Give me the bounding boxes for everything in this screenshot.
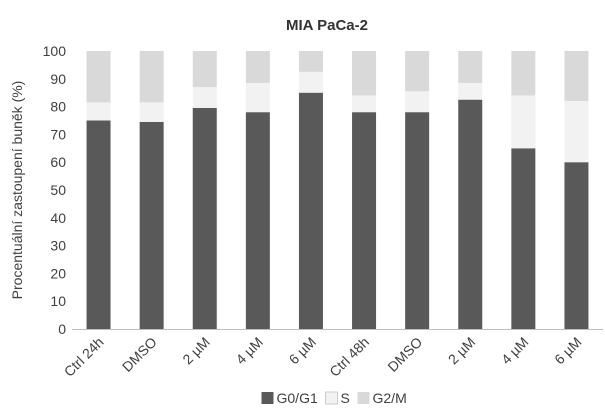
bar-segment-g2-m xyxy=(298,51,323,72)
bar-segment-g2-m xyxy=(192,51,217,88)
y-axis-label: Procentuální zastoupení buněk (%) xyxy=(9,81,25,300)
x-tick-label: Ctrl 48h xyxy=(326,334,372,380)
bar-segment-s xyxy=(298,71,323,93)
x-tick-label: 4 µM xyxy=(232,334,266,368)
legend-label: G0/G1 xyxy=(277,390,318,406)
bars xyxy=(86,51,589,330)
y-tick-label: 60 xyxy=(50,154,66,170)
bar-segment-g2-m xyxy=(405,51,430,92)
bar-segment-s xyxy=(564,101,589,163)
bar-segment-s xyxy=(86,102,111,121)
y-tick-label: 0 xyxy=(58,321,66,337)
bar-segment-g2-m xyxy=(86,51,111,103)
x-tick-label: Ctrl 24h xyxy=(61,334,107,380)
bar-segment-g0-g1 xyxy=(139,121,164,329)
x-tick-label: 6 µM xyxy=(286,334,320,368)
legend: G0/G1 S G2/M xyxy=(261,390,407,406)
x-tick-label: 6 µM xyxy=(551,334,585,368)
bar-segment-g2-m xyxy=(139,51,164,103)
x-tick-label: 4 µM xyxy=(498,334,532,368)
y-tick-label: 10 xyxy=(50,293,66,309)
bar-segment-s xyxy=(405,91,430,113)
bar-segment-s xyxy=(139,102,164,122)
y-tick-label: 50 xyxy=(50,182,66,198)
x-tick-label: 2 µM xyxy=(445,334,479,368)
bar-segment-g0-g1 xyxy=(458,99,483,330)
y-axis-ticks: 0 10 20 30 40 50 60 70 80 90 100 xyxy=(43,43,67,337)
y-tick-label: 90 xyxy=(50,71,66,87)
y-tick-label: 30 xyxy=(50,238,66,254)
legend-swatch xyxy=(357,392,370,404)
legend-swatch xyxy=(261,392,274,404)
bar-segment-g2-m xyxy=(458,51,483,83)
legend-swatch xyxy=(325,391,338,405)
bar-segment-g2-m xyxy=(245,51,270,83)
bar-segment-g0-g1 xyxy=(405,112,430,329)
bar-segment-g2-m xyxy=(352,51,377,96)
bar-segment-s xyxy=(192,87,217,108)
bar-segment-g2-m xyxy=(564,51,589,102)
y-tick-label: 80 xyxy=(50,99,66,115)
legend-label: S xyxy=(341,390,350,406)
bar-segment-s xyxy=(511,95,536,149)
bar-segment-g0-g1 xyxy=(352,112,377,329)
x-axis-ticks: Ctrl 24h DMSO 2 µM 4 µM 6 µM Ctrl 48h DMSO 2 µM… xyxy=(61,334,585,380)
bar-segment-s xyxy=(352,95,377,113)
bar-segment-g0-g1 xyxy=(511,148,536,329)
bar-segment-s xyxy=(245,82,270,113)
bar-segment-s xyxy=(458,82,483,100)
bar-segment-g0-g1 xyxy=(298,92,323,329)
y-tick-label: 20 xyxy=(50,265,66,281)
chart-title: MIA PaCa-2 xyxy=(286,17,368,34)
x-tick-label: DMSO xyxy=(119,334,160,375)
y-tick-label: 40 xyxy=(50,210,66,226)
legend-label: G2/M xyxy=(373,390,407,406)
bar-segment-g0-g1 xyxy=(192,107,217,330)
x-tick-label: 2 µM xyxy=(179,334,213,368)
bar-segment-g0-g1 xyxy=(86,120,111,329)
bar-segment-g2-m xyxy=(511,51,536,96)
bar-segment-g0-g1 xyxy=(564,162,589,329)
y-tick-label: 100 xyxy=(43,43,67,59)
y-tick-label: 70 xyxy=(50,126,66,142)
bar-segment-g0-g1 xyxy=(245,112,270,329)
x-tick-label: DMSO xyxy=(384,334,425,375)
